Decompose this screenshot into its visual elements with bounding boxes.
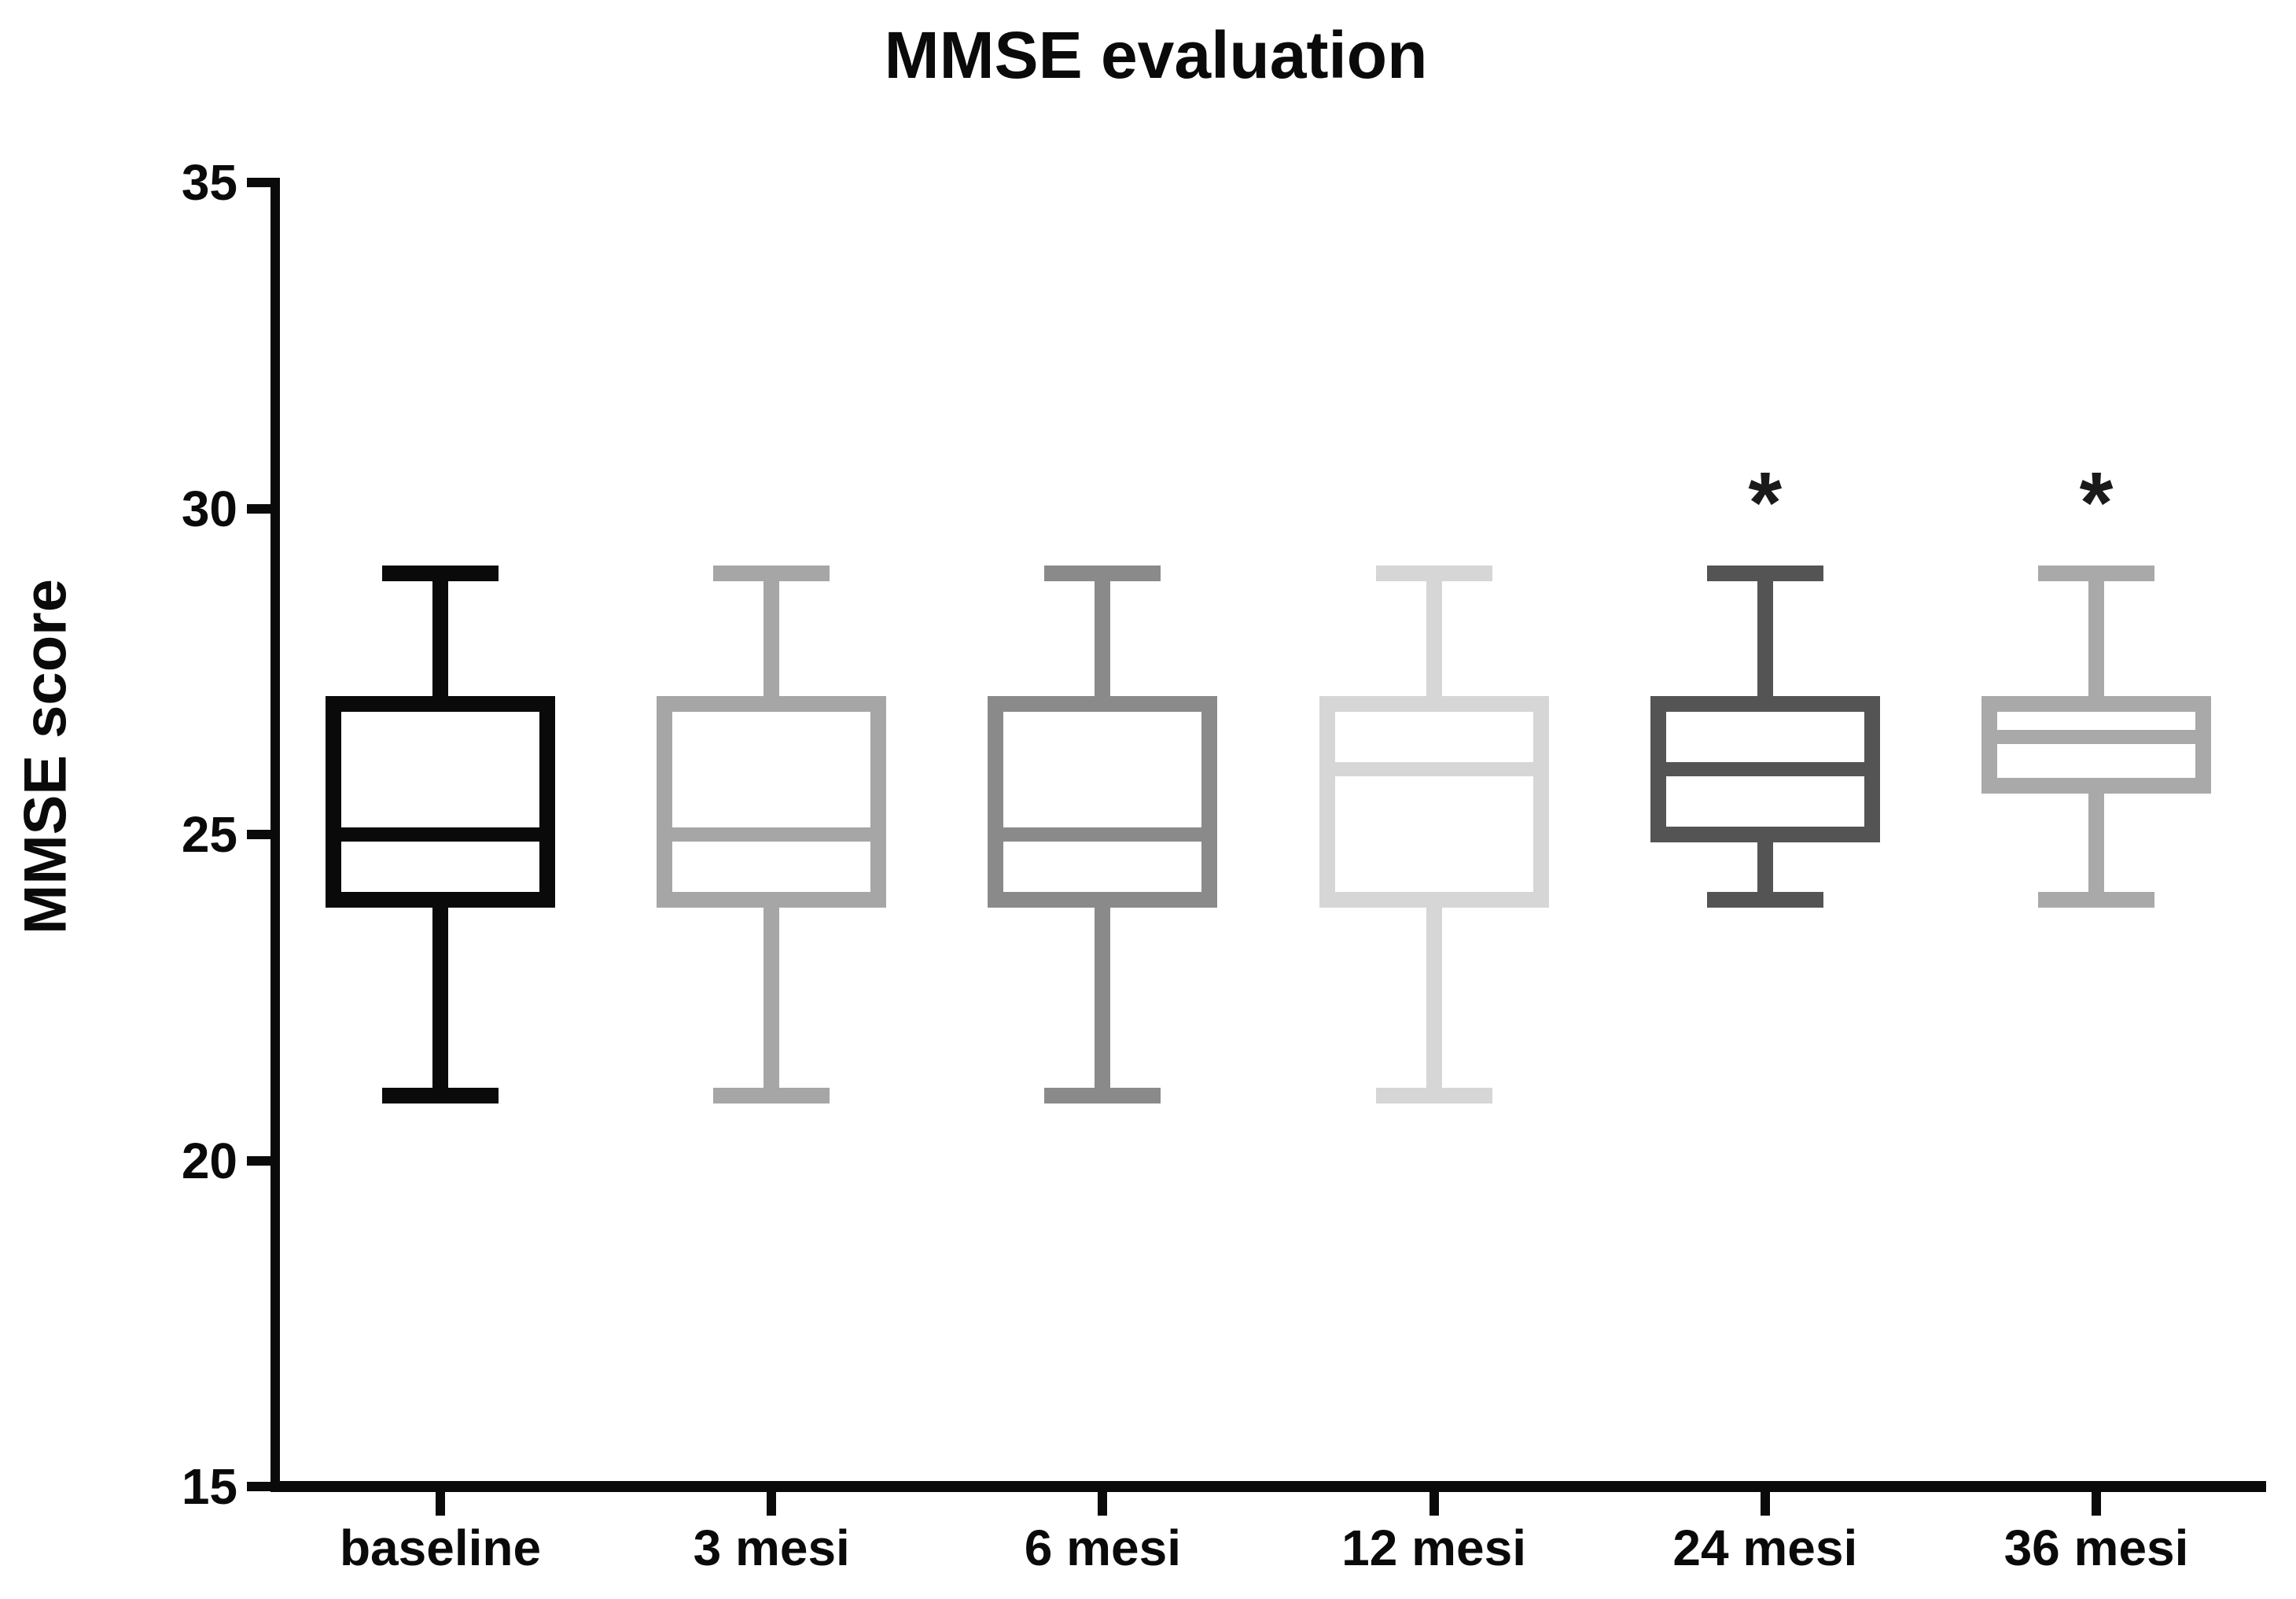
y-tick-label: 15 <box>181 1458 237 1515</box>
x-category-label: 24 mesi <box>1672 1520 1858 1576</box>
iqr-box <box>657 696 887 908</box>
max-whisker-cap <box>1706 566 1823 582</box>
iqr-box <box>1319 696 1549 908</box>
x-axis-tick <box>2092 1492 2101 1516</box>
y-axis-label: MMSE score <box>12 579 79 934</box>
x-axis-tick <box>1429 1492 1439 1516</box>
lower-whisker <box>763 899 780 1096</box>
iqr-box <box>326 696 555 908</box>
y-axis-tick <box>247 1155 270 1166</box>
lower-whisker <box>1757 835 1773 900</box>
upper-whisker <box>1757 573 1773 705</box>
min-whisker-cap <box>1706 891 1823 908</box>
lower-whisker <box>432 899 448 1096</box>
median-line <box>1997 729 2195 744</box>
y-axis-tick <box>247 830 270 839</box>
y-axis-tick <box>247 1482 270 1491</box>
y-axis-line <box>270 178 280 1492</box>
x-category-label: 6 mesi <box>1024 1520 1182 1576</box>
x-category-label: 12 mesi <box>1341 1520 1527 1576</box>
max-whisker-cap <box>1044 566 1161 582</box>
iqr-box <box>988 696 1218 908</box>
y-tick-label: 35 <box>181 154 237 211</box>
upper-whisker <box>1426 573 1442 705</box>
median-line <box>1665 762 1864 777</box>
median-line <box>341 827 539 842</box>
min-whisker-cap <box>2038 891 2154 908</box>
lower-whisker <box>1095 899 1111 1096</box>
y-tick-label: 30 <box>181 480 237 537</box>
min-whisker-cap <box>713 1087 830 1103</box>
y-tick-label: 25 <box>181 806 237 863</box>
x-axis-line <box>270 1481 2266 1492</box>
x-axis-tick <box>436 1492 445 1516</box>
x-category-label: 3 mesi <box>693 1520 850 1576</box>
upper-whisker <box>763 573 780 705</box>
median-line <box>672 827 871 842</box>
x-axis-tick <box>1098 1492 1108 1516</box>
max-whisker-cap <box>1375 566 1492 582</box>
median-line <box>1334 762 1533 777</box>
y-axis-tick <box>247 178 270 187</box>
x-category-label: baseline <box>339 1520 542 1576</box>
chart-title: MMSE evaluation <box>884 18 1428 92</box>
y-tick-label: 20 <box>181 1132 237 1189</box>
max-whisker-cap <box>382 566 499 582</box>
upper-whisker <box>2088 573 2104 705</box>
median-line <box>1003 827 1202 842</box>
y-axis-tick <box>247 503 270 514</box>
significance-asterisk: * <box>1748 455 1783 551</box>
x-axis-tick <box>767 1492 777 1516</box>
lower-whisker <box>1426 899 1442 1096</box>
max-whisker-cap <box>2038 566 2154 582</box>
significance-asterisk: * <box>2079 455 2114 551</box>
x-category-label: 36 mesi <box>2003 1520 2189 1576</box>
min-whisker-cap <box>1375 1087 1492 1103</box>
min-whisker-cap <box>382 1087 499 1103</box>
min-whisker-cap <box>1044 1087 1161 1103</box>
upper-whisker <box>432 573 448 705</box>
iqr-box <box>1981 696 2211 794</box>
lower-whisker <box>2088 785 2104 900</box>
x-axis-tick <box>1760 1492 1770 1516</box>
max-whisker-cap <box>713 566 830 582</box>
upper-whisker <box>1095 573 1111 705</box>
